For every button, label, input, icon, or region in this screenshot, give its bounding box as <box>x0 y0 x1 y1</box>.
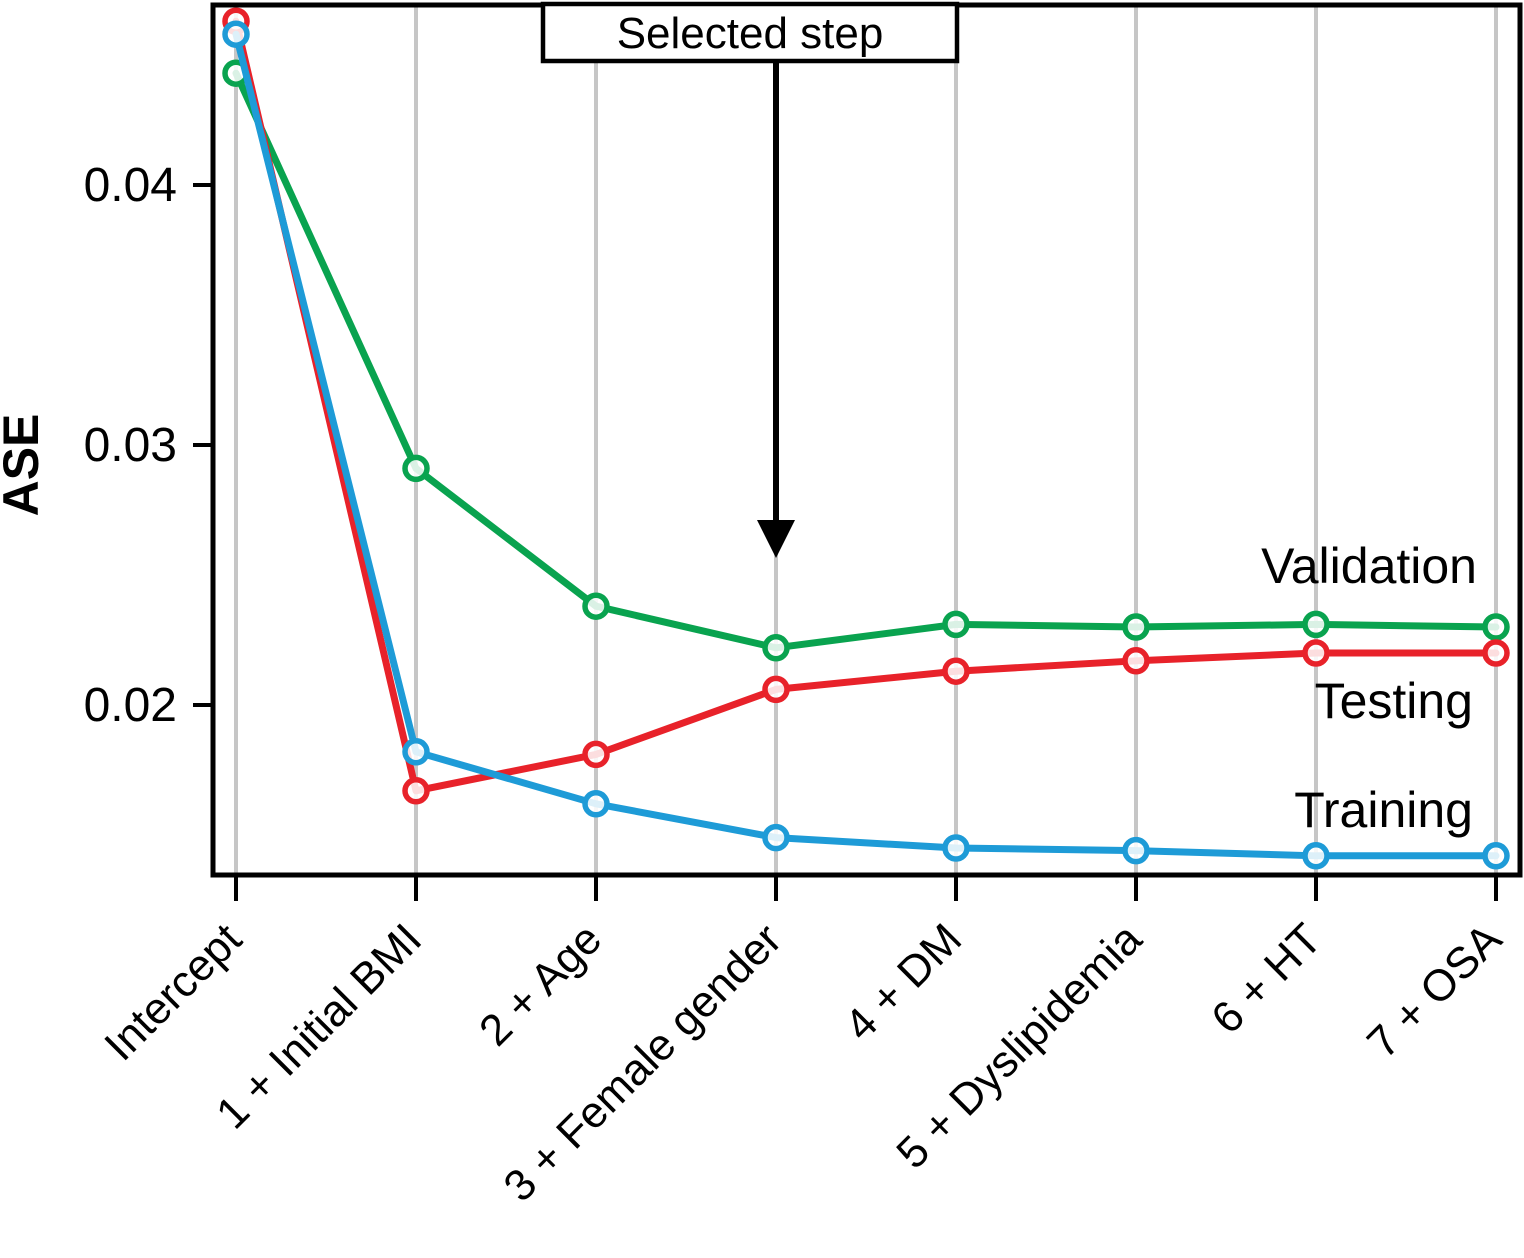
data-point-training <box>1482 842 1510 870</box>
series-line-testing <box>232 17 1500 795</box>
data-point-testing <box>1482 639 1510 667</box>
y-axis-title: ASE <box>0 414 49 517</box>
data-point-validation <box>942 610 970 639</box>
series-label-training: Training <box>1294 782 1473 838</box>
data-point-validation <box>762 634 790 662</box>
data-point-training <box>1302 842 1330 870</box>
y-tick-label: 0.03 <box>84 419 177 472</box>
x-category-label: 4 + DM <box>835 914 971 1050</box>
data-point-training <box>222 20 250 48</box>
selected-step-arrow-head <box>757 520 795 558</box>
data-point-testing <box>762 675 790 704</box>
series-line-training <box>232 30 1500 860</box>
x-category-label: 6 + HT <box>1202 914 1331 1043</box>
series-label-validation: Validation <box>1261 538 1477 594</box>
x-category-label: 2 + Age <box>470 914 611 1055</box>
x-category-label: Intercept <box>95 914 251 1070</box>
y-tick-label: 0.02 <box>84 679 177 732</box>
data-point-validation <box>1122 613 1150 641</box>
data-point-testing <box>402 777 430 805</box>
y-tick-label: 0.04 <box>84 159 177 212</box>
data-point-training <box>402 738 430 766</box>
data-point-validation <box>1302 610 1330 639</box>
annotation-layer <box>757 61 795 558</box>
series-label-testing: Testing <box>1315 673 1473 729</box>
series-line-validation <box>232 69 1500 652</box>
data-point-testing <box>1302 639 1330 667</box>
x-category-label: 7 + OSA <box>1358 914 1512 1068</box>
selected-step-box <box>540 1 960 64</box>
data-point-training <box>942 834 970 862</box>
data-point-testing <box>1122 647 1150 675</box>
data-point-training <box>762 823 790 852</box>
data-point-validation <box>1482 613 1510 641</box>
data-point-validation <box>582 592 610 620</box>
series-layer <box>222 7 1510 870</box>
selected-step-label: Selected step <box>617 9 884 58</box>
data-point-training <box>582 790 610 818</box>
data-point-validation <box>402 454 430 483</box>
data-point-testing <box>942 657 970 685</box>
data-point-testing <box>582 740 610 769</box>
plot-frame-layer <box>193 2 1523 901</box>
data-point-training <box>1122 836 1150 865</box>
